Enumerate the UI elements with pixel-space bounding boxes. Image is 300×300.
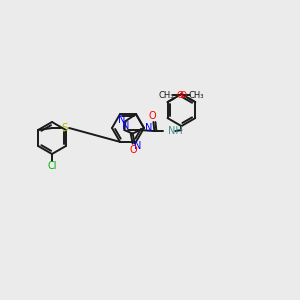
Text: CH₃: CH₃ xyxy=(158,91,174,100)
Text: O: O xyxy=(176,91,183,100)
Text: O: O xyxy=(148,111,156,121)
Text: S: S xyxy=(62,123,68,133)
Text: N: N xyxy=(118,115,125,125)
Text: NH: NH xyxy=(168,126,183,136)
Text: N: N xyxy=(134,141,142,151)
Text: CH₃: CH₃ xyxy=(189,91,204,100)
Text: N: N xyxy=(122,121,129,131)
Text: N: N xyxy=(145,123,153,133)
Text: Cl: Cl xyxy=(47,161,57,171)
Text: O: O xyxy=(130,145,137,154)
Text: O: O xyxy=(180,91,187,100)
